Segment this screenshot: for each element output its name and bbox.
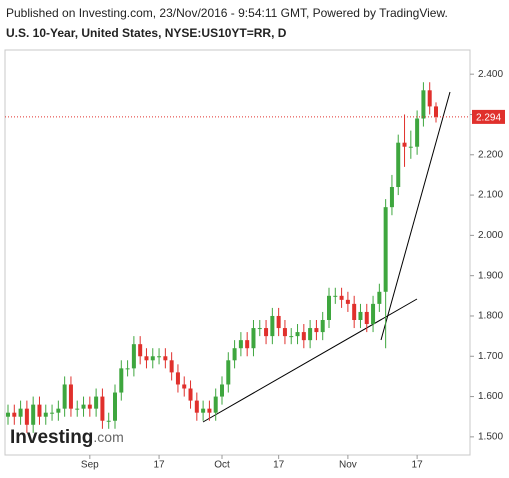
candle-body	[201, 408, 206, 413]
candle-body	[12, 412, 17, 417]
candle-body	[68, 384, 73, 409]
candle-body	[289, 336, 294, 338]
candle-body	[427, 90, 432, 107]
x-tick-label: Sep	[81, 460, 99, 471]
candle-body	[150, 356, 155, 361]
chart-title: U.S. 10-Year, United States, NYSE:US10YT…	[6, 26, 287, 40]
candle-body	[320, 320, 325, 333]
candle-body	[24, 408, 29, 425]
candle-body	[213, 396, 218, 413]
candle-body	[6, 412, 10, 417]
candle-body	[157, 356, 162, 358]
candle-body	[113, 392, 117, 421]
y-tick-label: 1.500	[478, 432, 503, 443]
candle-body	[175, 372, 180, 385]
trend-line	[202, 298, 418, 423]
candle-body	[377, 291, 382, 304]
candle-body	[43, 412, 48, 417]
candle-body	[188, 388, 193, 401]
x-tick-label: Oct	[214, 460, 230, 471]
candle-body	[389, 187, 394, 208]
candle-body	[270, 315, 275, 337]
candle-body	[232, 348, 237, 361]
candle-body	[62, 384, 67, 409]
y-tick-label: 1.900	[478, 270, 503, 281]
candle-body	[207, 408, 212, 413]
candle-body	[238, 340, 243, 349]
candle-body	[100, 396, 105, 421]
candle-body	[119, 368, 124, 393]
candle-body	[81, 404, 86, 409]
candle-body	[339, 295, 344, 300]
candle-body	[37, 404, 42, 417]
candle-body	[295, 332, 300, 337]
candle-body	[301, 332, 306, 341]
watermark: Investing.com	[10, 427, 124, 448]
candle-body	[421, 90, 426, 119]
candle-body	[415, 118, 420, 147]
last-value-label: 2.294	[476, 113, 501, 124]
candle-body	[276, 315, 281, 329]
watermark-suffix: .com	[93, 429, 123, 445]
candle-body	[358, 311, 363, 320]
y-tick-label: 2.100	[478, 190, 503, 201]
y-tick-label: 2.400	[478, 69, 503, 80]
candle-body	[371, 303, 376, 325]
x-tick-label: Nov	[339, 460, 357, 471]
candle-body	[75, 408, 80, 410]
candle-body	[18, 408, 23, 417]
candle-body	[333, 295, 338, 297]
candle-body	[144, 356, 149, 361]
candle-body	[182, 384, 187, 389]
candle-body	[327, 295, 331, 320]
candle-body	[434, 106, 438, 117]
candle-body	[264, 328, 269, 337]
candle-body	[314, 328, 319, 333]
candle-body	[56, 408, 61, 413]
candle-body	[308, 328, 313, 341]
candle-body	[383, 207, 388, 292]
candle-body	[131, 344, 136, 369]
candle-body	[352, 303, 357, 320]
candle-body	[31, 404, 36, 425]
candle-body	[245, 340, 250, 349]
candle-body	[125, 368, 130, 370]
published-note: Published on Investing.com, 23/Nov/2016 …	[6, 6, 448, 20]
watermark-brand: Investing	[10, 427, 93, 448]
candle-body	[402, 142, 407, 147]
y-tick-label: 2.200	[478, 149, 503, 160]
candle-body	[220, 384, 224, 397]
y-tick-label: 1.700	[478, 351, 503, 362]
candle-body	[396, 142, 401, 188]
candle-body	[138, 344, 143, 357]
candle-body	[345, 299, 350, 304]
candle-body	[194, 400, 199, 413]
candle-body	[257, 328, 262, 330]
candle-body	[87, 404, 92, 409]
y-tick-label: 1.600	[478, 391, 503, 402]
x-tick-label: 17	[153, 460, 165, 471]
last-value-box	[472, 109, 505, 124]
candle-body	[50, 412, 55, 414]
candle-body	[282, 328, 287, 337]
candle-body	[408, 146, 413, 148]
candle-body	[94, 396, 99, 409]
x-tick-label: 17	[412, 460, 424, 471]
y-tick-label: 2.000	[478, 230, 503, 241]
y-tick-label: 1.800	[478, 311, 503, 322]
candle-body	[106, 420, 111, 422]
candle-body	[226, 360, 231, 385]
x-tick-label: 17	[273, 460, 285, 471]
candle-body	[364, 311, 369, 325]
candle-body	[169, 360, 174, 373]
trend-line	[380, 91, 451, 341]
candle-body	[163, 356, 168, 361]
plot-frame	[4, 49, 471, 456]
candle-body	[251, 328, 256, 349]
